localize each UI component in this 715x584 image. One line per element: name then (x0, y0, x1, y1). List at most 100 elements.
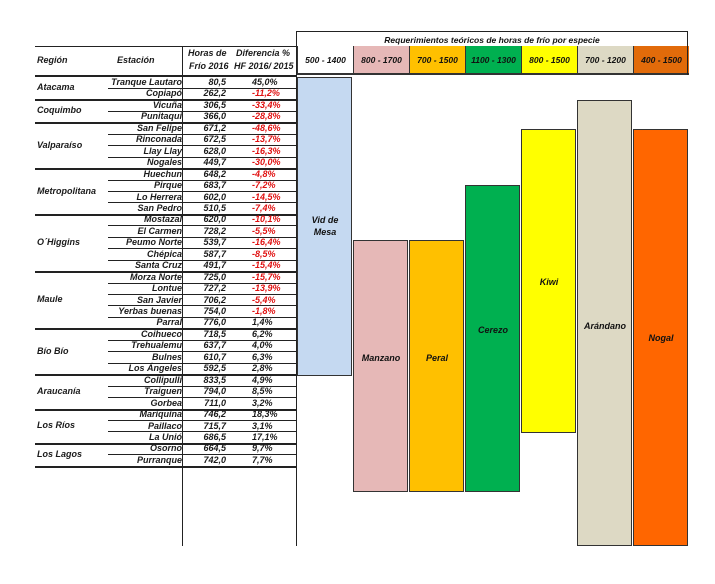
diff-cell: -1,8% (252, 306, 276, 316)
region-separator (35, 374, 296, 376)
hours-cell: 728,2 (203, 225, 226, 236)
station-cell: Tranque Lautaro (111, 77, 182, 87)
diff-cell: 3,2% (252, 397, 273, 408)
diff-cell: 3,1% (252, 420, 273, 431)
hours-cell: 539,7 (203, 237, 226, 248)
station-cell: Parral (156, 317, 182, 328)
region-cell: O´Higgins (37, 237, 80, 248)
station-cell: Lo Herrera (136, 191, 182, 202)
station-cell: Bulnes (151, 351, 182, 362)
station-cell: Llay Llay (143, 145, 182, 156)
station-cell: Los Ángeles (128, 363, 182, 374)
range-header-2: 700 - 1500 (409, 46, 465, 75)
hours-cell: 727,2 (203, 283, 226, 294)
hours-cell: 306,5 (203, 99, 226, 110)
row-line (108, 191, 296, 192)
row-line (108, 363, 296, 364)
diff-cell: 6,2% (252, 328, 273, 339)
station-cell: La Unió (149, 431, 182, 442)
row-line (108, 237, 296, 238)
hours-cell: 776,0 (203, 317, 226, 328)
diff-cell: -10,1% (252, 214, 281, 225)
range-header-5: 700 - 1200 (577, 46, 633, 75)
station-cell: Lontue (152, 283, 182, 294)
diff-cell: -7,2% (252, 180, 276, 191)
station-cell: Mariquina (139, 409, 182, 420)
diff-cell: -5,5% (252, 225, 276, 236)
region-separator (35, 443, 296, 445)
station-cell: Mostazal (143, 214, 182, 225)
diff-cell: 9,7% (252, 443, 273, 454)
row-line (108, 111, 296, 112)
hours-cell: 746,2 (203, 409, 226, 420)
diff-cell: 6,3% (252, 351, 273, 362)
diff-cell: 4,0% (252, 340, 273, 351)
header-diff: Diferencia % (236, 48, 291, 58)
species-label-2: Peral (425, 353, 449, 363)
row-line (108, 340, 296, 341)
species-label-3: Cerezo (477, 325, 508, 335)
hours-cell: 715,7 (203, 420, 226, 431)
hours-cell: 664,5 (203, 443, 226, 454)
diff-cell: -16,3% (252, 145, 281, 156)
hours-cell: 610,7 (203, 351, 226, 362)
region-separator (35, 409, 296, 411)
header-bottom-line (35, 75, 296, 77)
station-cell: Coihueco (140, 328, 182, 339)
station-cell: Morza Norte (129, 271, 182, 282)
region-separator (35, 466, 296, 468)
diff-cell: -14,5% (252, 191, 281, 202)
region-cell: Valparaíso (37, 139, 83, 150)
row-line (108, 157, 296, 158)
region-separator (35, 168, 296, 170)
table-right-border (296, 31, 297, 546)
hours-cell: 637,7 (203, 340, 226, 351)
station-cell: Rinconada (135, 134, 182, 145)
station-cell: San Pedro (137, 202, 182, 213)
region-separator (35, 99, 296, 101)
species-bar-0 (297, 77, 352, 376)
station-cell: Peumo Norte (125, 237, 182, 248)
station-cell: San Felipe (136, 122, 182, 133)
hours-cell: 683,7 (203, 180, 226, 191)
hours-cell: 671,2 (203, 122, 226, 133)
row-line (108, 260, 296, 261)
region-separator (35, 271, 296, 273)
row-line (108, 305, 296, 306)
station-cell: Santa Cruz (134, 260, 182, 271)
hours-cell: 80,5 (208, 77, 226, 87)
hours-cell: 602,0 (203, 191, 226, 202)
species-bar-4 (521, 129, 576, 433)
station-cell: El Carmen (137, 225, 182, 236)
station-cell: Gorbea (150, 397, 182, 408)
station-cell: Trehualemu (131, 340, 182, 351)
hours-cell: 620,0 (203, 214, 226, 225)
row-line (108, 317, 296, 318)
station-cell: Collipulli (144, 374, 182, 385)
diff-cell: -7,4% (252, 202, 276, 213)
diff-cell: 18,3% (252, 409, 278, 420)
row-line (108, 145, 296, 146)
hours-cell: 794,0 (203, 386, 226, 397)
hours-cell: 648,2 (203, 168, 226, 179)
header-station: Estación (117, 55, 155, 65)
region-separator (35, 328, 296, 330)
diff-cell: -48,6% (252, 122, 281, 133)
row-line (108, 248, 296, 249)
diff-cell: 1,4% (252, 317, 273, 328)
row-line (108, 351, 296, 352)
range-header-4: 800 - 1500 (521, 46, 577, 75)
diff-cell: -28,8% (252, 111, 281, 122)
diff-cell: -4,8% (252, 168, 276, 179)
hours-cell: 711,0 (204, 397, 226, 408)
diff-cell: -13,9% (252, 283, 281, 294)
header-diff-sub: HF 2016/ 2015 (234, 61, 294, 71)
diff-cell: 2,8% (252, 363, 273, 374)
diff-cell: -11,2% (252, 88, 280, 99)
station-cell: Punitaqui (141, 111, 182, 122)
row-line (108, 225, 296, 226)
region-separator (35, 214, 296, 216)
diff-cell: -15,4% (252, 260, 281, 271)
station-cell: Chépica (146, 248, 182, 259)
